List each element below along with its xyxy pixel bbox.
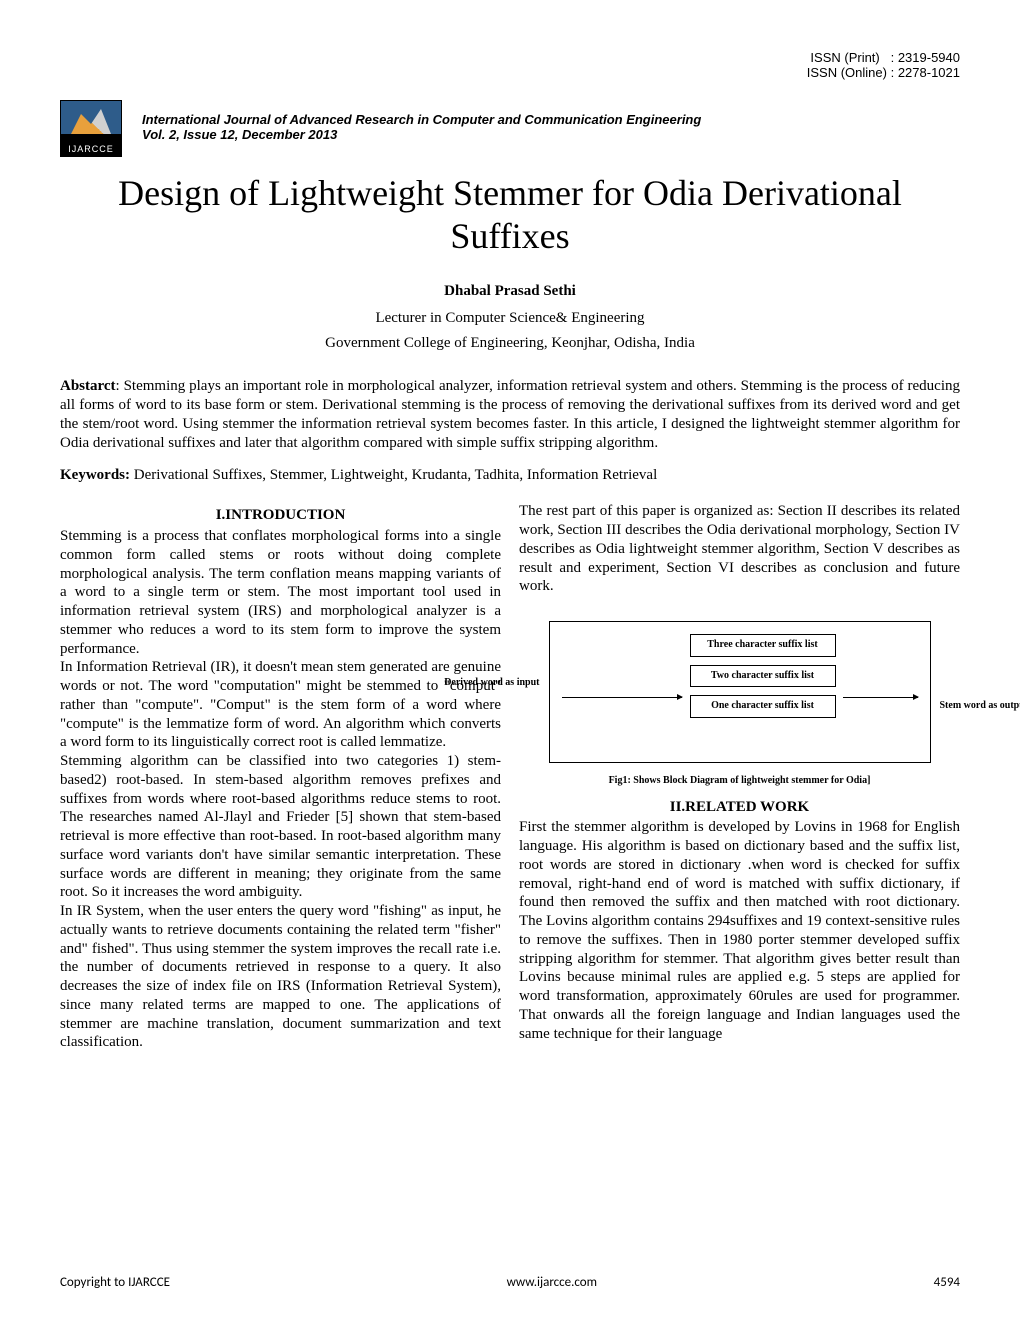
issn-print-label: ISSN (Print) [810,50,879,65]
figure-suffix-boxes: Three character suffix list Two characte… [690,634,836,726]
keywords: Keywords: Derivational Suffixes, Stemmer… [60,467,960,484]
keywords-text: Derivational Suffixes, Stemmer, Lightwei… [130,467,657,483]
affiliation-1: Lecturer in Computer Science& Engineerin… [60,310,960,327]
journal-issue: Vol. 2, Issue 12, December 2013 [142,127,337,142]
header-row: IJARCCE International Journal of Advance… [60,100,960,157]
body-columns: I.INTRODUCTION Stemming is a process tha… [60,502,960,1052]
suffix-box-3: Three character suffix list [690,634,836,657]
affiliation-2: Government College of Engineering, Keonj… [60,335,960,352]
abstract-text: : Stemming plays an important role in mo… [60,378,960,450]
col1-para1: Stemming is a process that conflates mor… [60,528,501,657]
col2-para1: The rest part of this paper is organized… [519,502,960,596]
footer-copyright: Copyright to IJARCCE [60,1275,170,1290]
left-column: I.INTRODUCTION Stemming is a process tha… [60,502,501,1052]
footer: Copyright to IJARCCE www.ijarcce.com 459… [60,1275,960,1290]
col1-para4: In IR System, when the user enters the q… [60,903,501,1050]
section-2-heading: II.RELATED WORK [519,798,960,817]
footer-page-number: 4594 [934,1275,960,1290]
issn-print-value: : 2319-5940 [891,50,960,65]
figure-1: Derived word as input Three character su… [519,621,960,788]
abstract-label: Abstarct [60,378,116,394]
issn-online-label: ISSN (Online) [807,65,887,80]
col1-para3: Stemming algorithm can be classified int… [60,753,501,900]
paper-title: Design of Lightweight Stemmer for Odia D… [60,172,960,258]
section-1-heading: I.INTRODUCTION [60,506,501,525]
suffix-box-2: Two character suffix list [690,665,836,688]
right-column: The rest part of this paper is organized… [519,502,960,1052]
journal-info: International Journal of Advanced Resear… [142,100,701,142]
col1-para2: In Information Retrieval (IR), it doesn'… [60,659,501,750]
arrow-out-icon [843,697,918,698]
logo-text: IJARCCE [61,144,121,154]
col2-para1-text: The rest part of this paper is organized… [519,503,960,594]
issn-online-value: : 2278-1021 [891,65,960,80]
footer-url: www.ijarcce.com [507,1275,597,1290]
col2-para2: First the stemmer algorithm is developed… [519,819,960,1041]
abstract: Abstarct: Stemming plays an important ro… [60,377,960,452]
figure-outer-box: Derived word as input Three character su… [549,621,931,763]
arrow-in-icon [562,697,682,698]
figure-caption: Fig1: Shows Block Diagram of lightweight… [519,775,960,788]
page: ISSN (Print) : 2319-5940 ISSN (Online) :… [0,0,1020,1320]
figure-input-label: Derived word as input [440,677,540,690]
journal-name: International Journal of Advanced Resear… [142,112,701,127]
keywords-label: Keywords: [60,467,130,483]
journal-logo: IJARCCE [60,100,122,157]
author-name: Dhabal Prasad Sethi [60,283,960,300]
figure-output-label: Stem word as output [940,700,1020,713]
issn-block: ISSN (Print) : 2319-5940 ISSN (Online) :… [60,50,960,80]
suffix-box-1: One character suffix list [690,695,836,718]
